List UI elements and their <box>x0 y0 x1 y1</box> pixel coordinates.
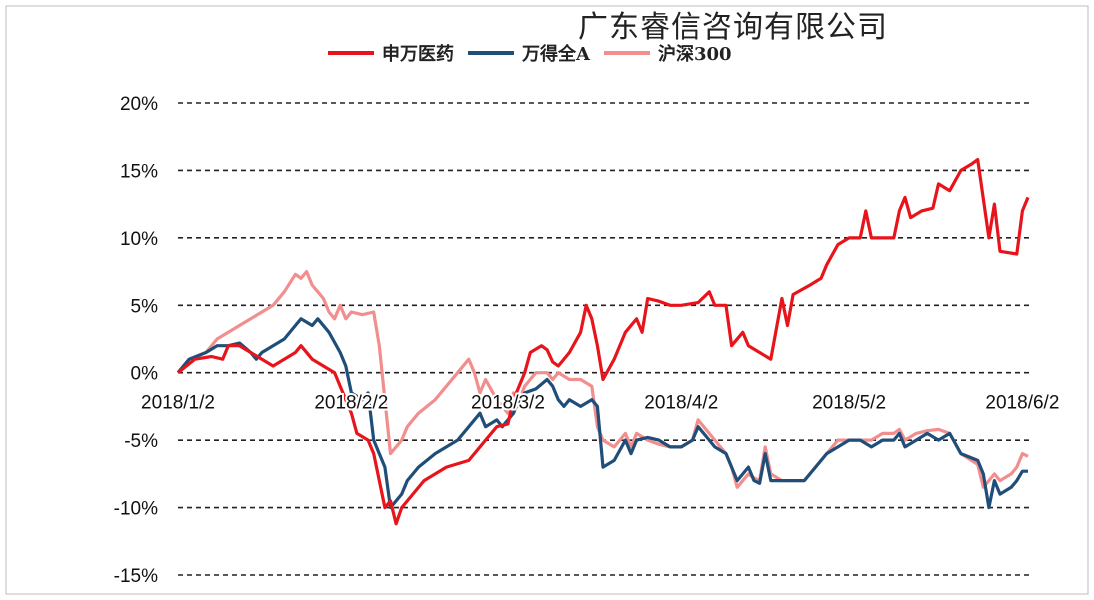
legend-item: 沪深300 <box>603 40 732 66</box>
legend-item: 申万医药 <box>328 40 454 66</box>
x-tick-label: 2018/2/2 <box>314 393 388 414</box>
watermark-text: 广东睿信咨询有限公司 <box>578 10 888 45</box>
x-tick-label: 2018/3/2 <box>471 393 545 414</box>
x-tick-label: 2018/1/2 <box>141 393 215 414</box>
y-tick-label: 15% <box>120 161 158 182</box>
series-line <box>176 317 1028 510</box>
y-tick-label: 0% <box>131 364 159 385</box>
legend-label: 申万医药 <box>382 44 454 65</box>
legend-swatch <box>468 51 514 55</box>
y-tick-label: 5% <box>131 296 159 317</box>
x-tick-label: 2018/5/2 <box>812 393 886 414</box>
chart-legend: 申万医药 万得全A 沪深300 <box>328 40 732 66</box>
legend-swatch <box>328 51 374 55</box>
x-tick-label: 2018/4/2 <box>644 393 718 414</box>
legend-item: 万得全A <box>468 40 590 66</box>
y-tick-label: -10% <box>114 499 158 520</box>
y-tick-label: -15% <box>114 566 158 587</box>
y-tick-label: 10% <box>120 229 158 250</box>
legend-label: 沪深300 <box>657 44 732 65</box>
y-tick-label: 20% <box>120 94 158 115</box>
legend-swatch <box>603 51 650 55</box>
x-tick-label: 2018/6/2 <box>985 393 1059 414</box>
legend-label: 万得全A <box>522 44 590 65</box>
y-tick-label: -5% <box>124 431 158 452</box>
chart-border <box>5 5 1089 595</box>
series-line <box>176 158 1030 526</box>
